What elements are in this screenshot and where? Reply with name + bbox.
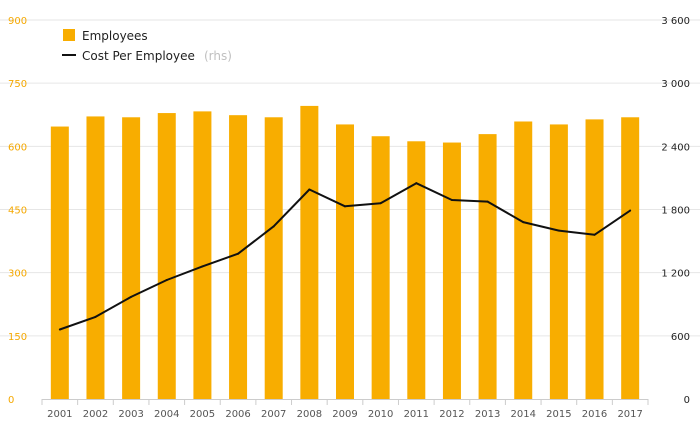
right-tick-label: 2 400	[661, 142, 690, 153]
x-tick-label: 2001	[47, 409, 72, 420]
employees-bar	[50, 126, 69, 400]
right-tick-label: 3 600	[661, 16, 690, 27]
cost-line	[58, 182, 632, 331]
x-tick-label: 2017	[617, 409, 642, 420]
employees-bar	[264, 117, 283, 399]
left-tick-label: 900	[8, 16, 27, 27]
legend-employees-label: Employees	[82, 29, 148, 43]
x-tick-label: 2004	[154, 409, 179, 420]
x-tick-label: 2016	[582, 409, 607, 420]
cost-point	[272, 225, 275, 228]
right-tick-label: 3 000	[661, 79, 690, 90]
cost-point	[130, 295, 133, 298]
employees-bar	[371, 136, 390, 399]
cost-point	[593, 233, 596, 236]
cost-point	[308, 188, 311, 191]
cost-point	[237, 252, 240, 255]
right-axis: 0 600 1 200 1 800 2 400 3 000 3 600	[661, 16, 690, 406]
x-tick-label: 2015	[546, 409, 571, 420]
employees-bar	[229, 115, 248, 399]
employees-bar	[86, 116, 105, 399]
cost-point	[415, 182, 418, 185]
x-tick-label: 2013	[475, 409, 500, 420]
x-tick-label: 2010	[368, 409, 393, 420]
cost-point	[58, 328, 61, 331]
cost-point	[201, 265, 204, 268]
employees-bar	[585, 119, 604, 399]
legend: Employees Cost Per Employee (rhs)	[62, 29, 232, 64]
employees-bar	[478, 134, 497, 400]
x-tick-label: 2007	[261, 409, 286, 420]
employees-bar	[122, 117, 141, 399]
cost-point	[522, 221, 525, 224]
employees-bar	[549, 124, 568, 400]
left-tick-label: 300	[8, 269, 27, 280]
cost-point	[450, 199, 453, 202]
cost-point	[486, 200, 489, 203]
left-tick-label: 600	[8, 142, 27, 153]
x-tick-label: 2011	[404, 409, 429, 420]
employees-bar	[514, 121, 533, 399]
cost-point	[94, 315, 97, 318]
right-tick-label: 0	[684, 395, 690, 406]
employees-bar	[621, 117, 640, 399]
x-axis: 2001 2002 2003 2004 2005 2006 2007 2008 2009 2010…	[41, 399, 649, 420]
left-tick-label: 0	[8, 395, 14, 406]
x-tick-label: 2005	[190, 409, 215, 420]
legend-cost-label: Cost Per Employee (rhs)	[82, 45, 232, 64]
legend-employees-swatch	[63, 29, 75, 41]
employees-bar	[193, 111, 212, 400]
cost-point	[557, 229, 560, 232]
right-tick-label: 600	[671, 332, 690, 343]
employees-bar	[157, 113, 176, 399]
x-tick-label: 2003	[118, 409, 143, 420]
legend-cost-text: Cost Per Employee	[82, 49, 195, 63]
cost-point	[379, 202, 382, 205]
left-tick-label: 750	[8, 79, 27, 90]
cost-point	[165, 279, 168, 282]
right-tick-label: 1 800	[661, 206, 690, 217]
left-axis: 0 150 300 450 600 750 900	[8, 16, 27, 406]
x-tick-label: 2008	[297, 409, 322, 420]
employees-bar	[300, 105, 319, 399]
cost-point	[344, 205, 346, 208]
employee-bars	[50, 105, 640, 400]
employees-bar	[407, 141, 426, 399]
x-tick-label: 2009	[332, 409, 357, 420]
employees-bar	[336, 124, 354, 400]
right-tick-label: 1 200	[661, 269, 690, 280]
x-tick-label: 2006	[225, 409, 250, 420]
x-tick-label: 2014	[511, 409, 536, 420]
x-tick-label: 2012	[439, 409, 464, 420]
left-tick-label: 450	[8, 206, 27, 217]
left-tick-label: 150	[8, 332, 27, 343]
employees-bar	[442, 142, 461, 399]
legend-cost-suffix: (rhs)	[204, 49, 232, 63]
x-tick-label: 2002	[83, 409, 108, 420]
cost-point	[629, 209, 632, 212]
